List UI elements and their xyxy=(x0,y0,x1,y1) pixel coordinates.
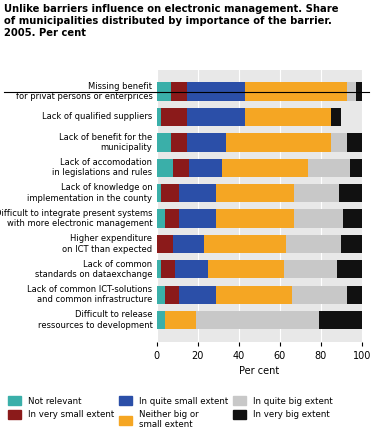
Bar xyxy=(157,159,173,177)
Bar xyxy=(286,235,341,253)
Bar xyxy=(319,311,362,329)
Bar xyxy=(308,159,350,177)
Bar xyxy=(165,209,179,228)
Bar xyxy=(161,108,188,126)
Bar xyxy=(157,184,161,202)
Bar xyxy=(208,260,284,279)
Bar xyxy=(188,108,245,126)
Bar xyxy=(216,286,292,304)
Bar xyxy=(157,133,171,152)
Bar xyxy=(171,133,188,152)
Bar xyxy=(171,82,188,101)
Bar xyxy=(175,260,208,279)
Bar xyxy=(157,235,173,253)
Bar xyxy=(173,159,189,177)
Bar xyxy=(161,184,179,202)
Bar xyxy=(341,235,362,253)
Bar xyxy=(226,133,331,152)
Bar xyxy=(157,82,171,101)
Bar xyxy=(165,311,195,329)
Bar xyxy=(245,82,348,101)
Bar xyxy=(188,133,226,152)
Bar xyxy=(157,286,165,304)
Bar xyxy=(347,286,362,304)
Bar xyxy=(179,184,216,202)
Bar xyxy=(157,108,161,126)
Bar xyxy=(216,184,294,202)
Bar xyxy=(222,159,308,177)
Bar xyxy=(350,159,362,177)
X-axis label: Per cent: Per cent xyxy=(239,366,279,376)
Bar xyxy=(347,133,362,152)
Bar xyxy=(157,260,161,279)
Bar xyxy=(216,209,294,228)
Bar xyxy=(157,311,165,329)
Bar xyxy=(179,209,216,228)
Bar xyxy=(188,82,245,101)
Bar xyxy=(204,235,286,253)
Bar xyxy=(331,133,348,152)
Bar xyxy=(294,184,339,202)
Bar xyxy=(245,108,331,126)
Bar xyxy=(189,159,222,177)
Bar xyxy=(331,108,341,126)
Bar xyxy=(165,286,179,304)
Bar xyxy=(343,209,362,228)
Bar xyxy=(292,286,347,304)
Bar xyxy=(173,235,204,253)
Bar xyxy=(179,286,216,304)
Bar xyxy=(337,260,362,279)
Bar xyxy=(294,209,343,228)
Bar xyxy=(195,311,319,329)
Bar xyxy=(347,82,355,101)
Bar xyxy=(157,209,165,228)
Bar xyxy=(339,184,362,202)
Bar xyxy=(284,260,337,279)
Legend: Not relevant, In very small extent, In quite small extent, Neither big or
small : Not relevant, In very small extent, In q… xyxy=(8,396,333,429)
Text: Unlike barriers influence on electronic management. Share
of municipalities dist: Unlike barriers influence on electronic … xyxy=(4,4,338,38)
Bar xyxy=(161,260,175,279)
Bar xyxy=(355,82,362,101)
